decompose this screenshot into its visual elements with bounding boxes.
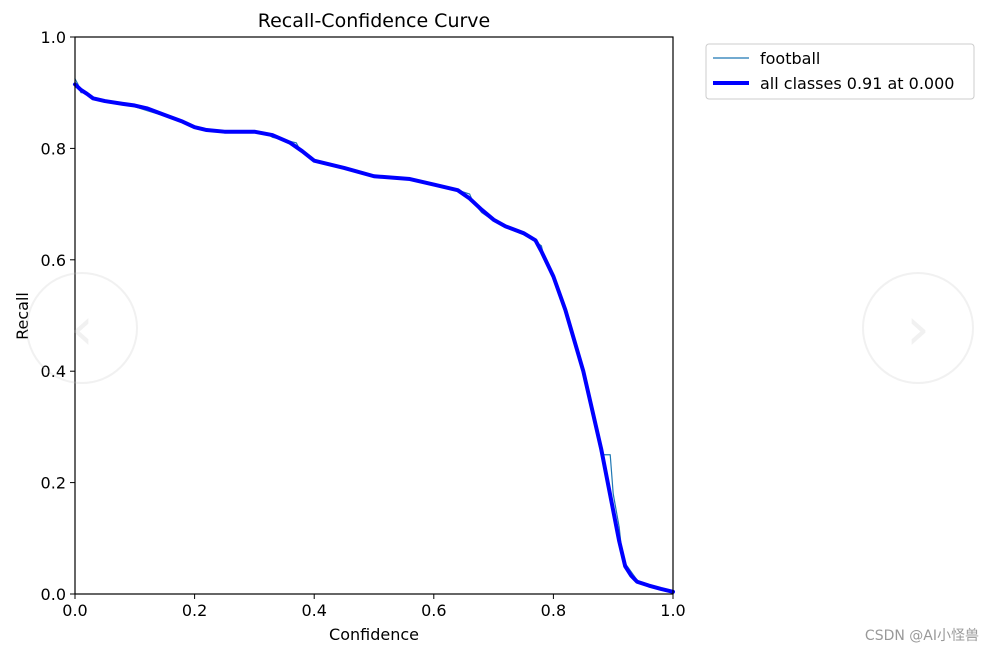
- y-tick-label: 0.8: [41, 139, 66, 158]
- x-tick-label: 0.2: [182, 601, 207, 620]
- series-line-football: [74, 78, 674, 592]
- series-line-all-classes: [73, 82, 675, 594]
- legend: football all classes 0.91 at 0.000: [705, 43, 975, 100]
- previous-arrow-icon[interactable]: ‹: [26, 272, 138, 384]
- y-tick-label: 1.0: [41, 28, 66, 47]
- x-axis-ticks: 0.0 0.2 0.4 0.6 0.8 1.0: [62, 594, 686, 620]
- plot-frame: [74, 36, 674, 595]
- chart-title: Recall-Confidence Curve: [258, 10, 490, 32]
- y-tick-label: 0.2: [41, 474, 66, 493]
- y-tick-label: 0.6: [41, 251, 66, 270]
- watermark: CSDN @AI小怪兽: [864, 628, 979, 644]
- legend-label-all-classes: all classes 0.91 at 0.000: [760, 74, 954, 93]
- x-tick-label: 0.0: [62, 601, 87, 620]
- series-group: [73, 78, 675, 594]
- y-tick-label: 0.0: [41, 585, 66, 604]
- next-arrow-icon[interactable]: ›: [862, 272, 974, 384]
- x-tick-label: 0.4: [301, 601, 326, 620]
- x-tick-label: 0.6: [421, 601, 446, 620]
- x-axis-label: Confidence: [329, 625, 419, 644]
- x-tick-label: 1.0: [660, 601, 685, 620]
- legend-label-football: football: [760, 49, 820, 68]
- legend-box: [705, 43, 975, 100]
- x-tick-label: 0.8: [541, 601, 566, 620]
